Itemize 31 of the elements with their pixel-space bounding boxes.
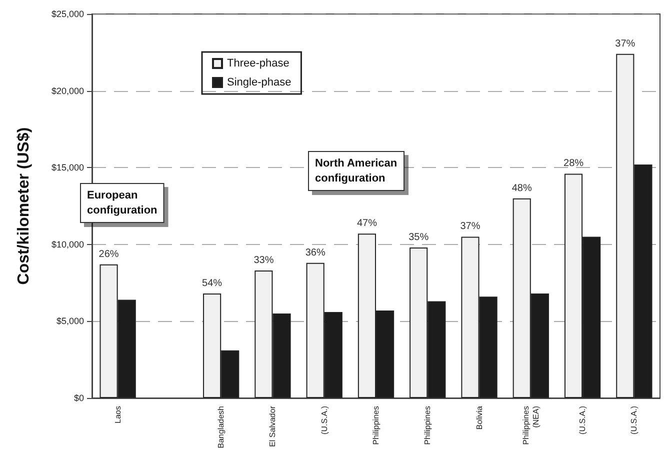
annotation: 48% [512,182,532,194]
annotation: 54% [202,278,222,290]
annotation: 37% [615,38,636,50]
y-tick-label: $5,000 [56,316,84,326]
annotation: 47% [356,218,378,230]
y-tick-label: $0 [74,393,84,403]
x-tick-label: Laos [113,406,122,424]
x-tick-label: Philippines [372,406,380,445]
y-tick-label: $10,000 [51,239,84,250]
x-tick-label: (U.S.A.) [320,406,329,434]
legend-label: Single-phase [227,76,292,88]
annotation: 37% [460,221,480,232]
x-tick-label: (U.S.A.) [578,406,588,434]
x-tick-label: El Salvador [268,406,278,447]
y-tick-label: $15,000 [51,162,84,173]
x-tick-label: Philippines (NEA) [521,406,540,445]
y-axis-title: Cost/kilometer (US$) [16,127,32,285]
x-tick-label: Philippines [423,406,432,445]
annotation: 28% [564,158,584,170]
legend-label: Three-phase [227,58,290,70]
annotation: 35% [408,232,429,243]
annotation: European configuration [87,190,158,216]
annotation: 36% [305,247,326,258]
x-tick-label: Bangladesh [216,406,226,448]
annotation: 26% [98,248,119,260]
y-tick-label: $20,000 [51,86,84,96]
annotation: 33% [254,255,274,266]
annotation: North American configuration [315,158,398,184]
y-tick-label: $25,000 [51,9,84,19]
x-tick-label: (U.S.A.) [630,406,639,434]
x-tick-label: Bolivia [474,405,484,430]
